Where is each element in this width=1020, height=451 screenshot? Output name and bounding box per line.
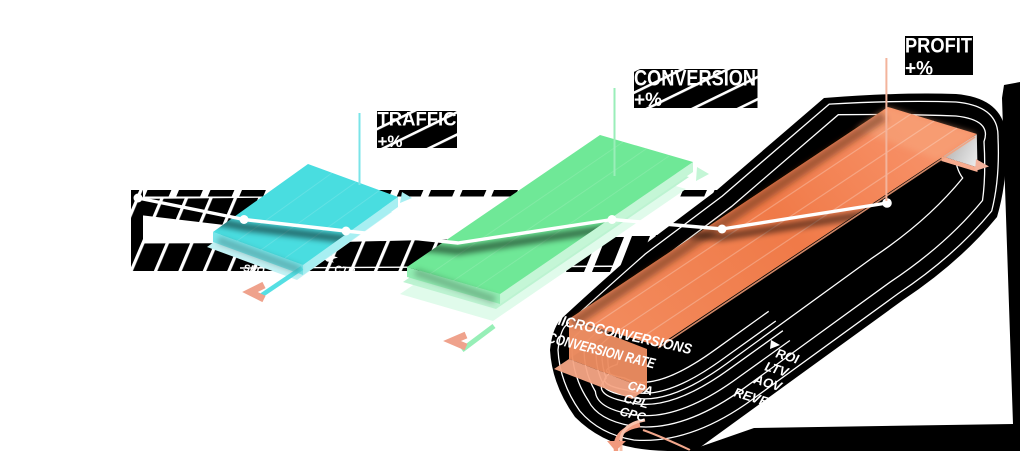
svg-text:+%: +%: [378, 132, 403, 151]
svg-text:CPL: CPL: [622, 391, 650, 411]
svg-text:CPA: CPA: [626, 378, 654, 398]
svg-text:TRAFFIC: TRAFFIC: [378, 110, 457, 131]
svg-text:CTR: CTR: [334, 264, 357, 278]
svg-text:PROFIT: PROFIT: [905, 34, 972, 58]
svg-text:+%: +%: [634, 90, 662, 111]
svg-text:ROI: ROI: [774, 346, 801, 367]
svg-text:LTV: LTV: [763, 359, 791, 381]
svg-text:CPC: CPC: [618, 404, 648, 425]
svg-text:SEO: SEO: [243, 263, 266, 277]
svg-text:CONVERSION: CONVERSION: [634, 66, 756, 91]
svg-text:+%: +%: [905, 59, 933, 80]
